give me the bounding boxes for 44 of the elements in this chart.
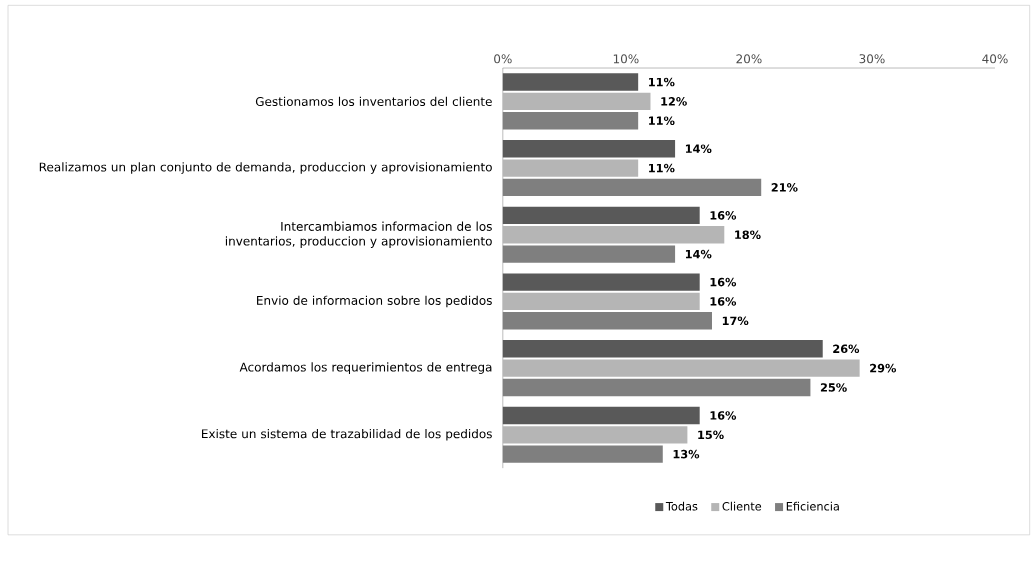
data-label: 16%	[710, 211, 737, 220]
data-label: 16%	[710, 411, 737, 420]
bar	[502, 340, 823, 358]
data-label: 13%	[673, 450, 700, 459]
data-label: 21%	[771, 183, 798, 192]
legend-label: Todas	[665, 502, 698, 511]
bar	[502, 159, 639, 177]
y-tick-label: Acordamos los requerimientos de entrega	[239, 362, 492, 375]
bar	[502, 73, 639, 91]
bar	[502, 226, 725, 244]
data-label: 14%	[685, 144, 712, 154]
data-label: 12%	[661, 97, 687, 106]
data-label: 29%	[870, 364, 897, 373]
data-label: 16%	[710, 297, 737, 306]
bar	[502, 92, 651, 111]
x-tick-label: 40%	[982, 54, 1008, 64]
x-tick-label: 0%	[494, 54, 512, 64]
data-label: 15%	[698, 430, 724, 440]
bar	[502, 273, 700, 291]
y-tick-label: Intercambiamos informacion de los inventarios, produccion y aprovisionamiento	[225, 221, 492, 249]
y-tick-label: Realizamos un plan conjunto de demanda, produccion y aprovisionamiento	[39, 162, 492, 175]
y-tick-label: Gestionamos los inventarios del cliente	[255, 96, 492, 107]
y-tick-label: Existe un sistema de trazabilidad de los pedidos	[202, 429, 492, 441]
y-tick-label: Envio de informacion sobre los pedidos	[257, 295, 492, 308]
bar	[502, 359, 860, 378]
data-label: 18%	[735, 230, 761, 240]
legend-label: Cliente	[722, 502, 762, 511]
x-tick-label: 20%	[736, 54, 762, 64]
bar	[502, 140, 676, 158]
legend-label: Eficiencia	[786, 502, 839, 511]
data-label: 26%	[833, 344, 860, 354]
data-label: 17%	[722, 316, 749, 326]
data-label: 11%	[649, 116, 675, 126]
data-label: 25%	[820, 383, 847, 392]
x-tick-label: 10%	[613, 54, 639, 64]
x-tick-label: 30%	[859, 54, 885, 64]
data-label: 11%	[649, 77, 675, 87]
bar	[502, 407, 700, 425]
bar	[502, 293, 700, 311]
data-label: 11%	[649, 164, 675, 173]
data-label: 16%	[710, 278, 737, 287]
data-label: 14%	[685, 250, 712, 259]
bar	[502, 206, 700, 225]
bar	[502, 426, 688, 444]
